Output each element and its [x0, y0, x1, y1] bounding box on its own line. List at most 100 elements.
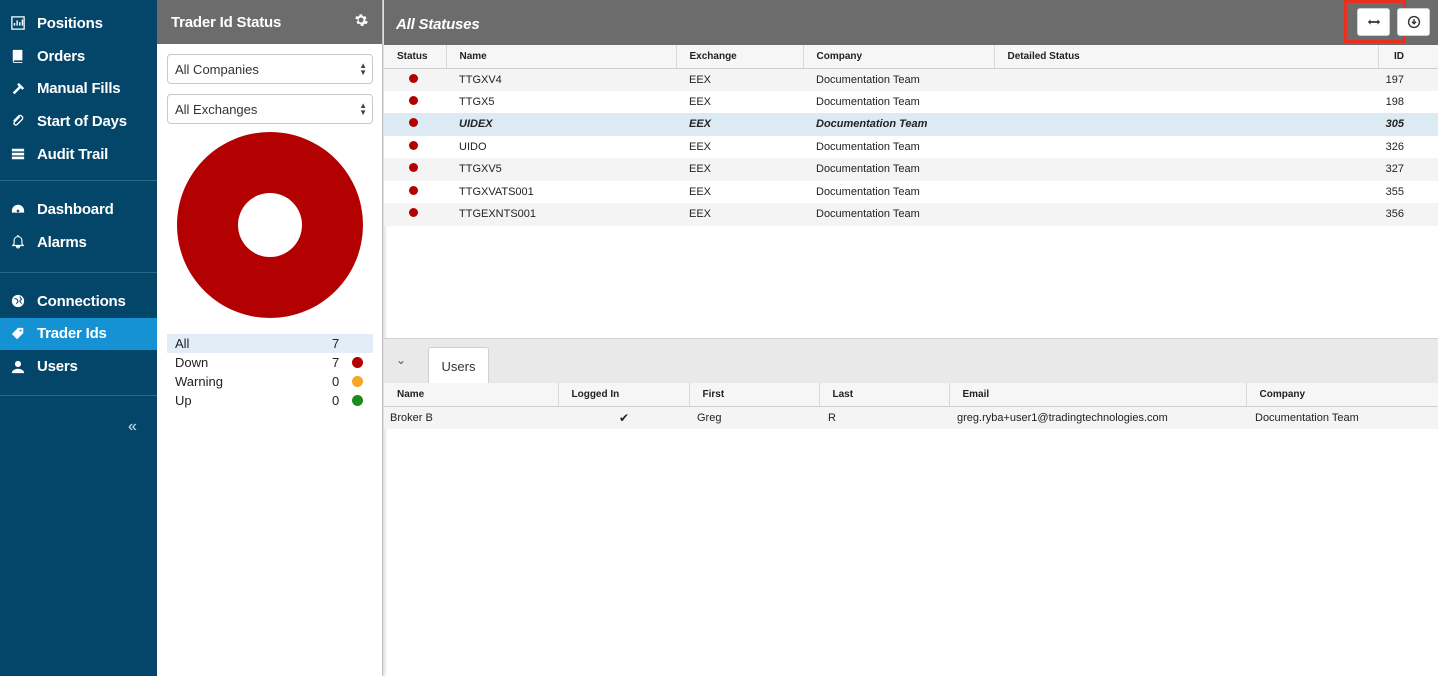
id-cell: 355 — [1378, 180, 1438, 203]
filter-panel: Trader Id Status All Companies ▲ ▼ All Ex… — [157, 0, 383, 676]
legend-row-warning[interactable]: Warning 0 — [167, 372, 373, 391]
detail-tabs-bar: ⌄ Users — [384, 338, 1438, 384]
legend-count: 0 — [332, 393, 340, 408]
last-name-cell: R — [819, 406, 949, 429]
status-cell — [384, 90, 446, 113]
status-cell — [384, 180, 446, 203]
exchange-cell: EEX — [676, 203, 803, 226]
sidebar-item-start-of-days[interactable]: Start of Days — [0, 105, 157, 138]
table-row[interactable]: UIDO EEX Documentation Team 326 — [384, 135, 1438, 158]
legend-row-down[interactable]: Down 7 — [167, 353, 373, 372]
status-cell — [384, 113, 446, 136]
legend-label: Warning — [175, 374, 223, 389]
gear-icon[interactable] — [354, 13, 368, 32]
horizontal-arrows-icon — [1367, 19, 1380, 25]
status-cell — [384, 203, 446, 226]
name-cell: UIDO — [446, 135, 676, 158]
table-row[interactable]: TTGXV5 EEX Documentation Team 327 — [384, 158, 1438, 181]
sidebar-item-label: Orders — [37, 47, 85, 65]
table-row[interactable]: TTGXVATS001 EEX Documentation Team 355 — [384, 180, 1438, 203]
logged-in-cell: ✔ — [558, 406, 689, 429]
name-cell: TTGXVATS001 — [446, 180, 676, 203]
legend-count: 7 — [332, 336, 340, 351]
select-arrows-icon: ▲ ▼ — [359, 101, 367, 117]
id-cell: 356 — [1378, 203, 1438, 226]
tag-icon — [10, 326, 26, 342]
exchange-select[interactable]: All Exchanges ▲ ▼ — [167, 94, 373, 124]
status-down-dot — [409, 185, 418, 195]
legend-row-all[interactable]: All 7 — [167, 334, 373, 353]
company-cell: Documentation Team — [803, 180, 994, 203]
sidebar-item-label: Alarms — [37, 233, 87, 251]
company-cell: Documentation Team — [803, 203, 994, 226]
nav-group: Positions Orders Manual Fills Start of Days… — [0, 0, 157, 182]
trader-id-table: Status Name Exchange Company Detailed Status… — [384, 45, 1438, 226]
id-cell: 197 — [1378, 68, 1438, 91]
exchange-cell: EEX — [676, 180, 803, 203]
id-cell: 327 — [1378, 158, 1438, 181]
users-column-header-company[interactable]: Company — [1246, 383, 1438, 407]
collapse-detail-icon[interactable]: ⌄ — [396, 353, 407, 367]
panel-header: Trader Id Status — [157, 0, 382, 44]
column-header-detailed-status[interactable]: Detailed Status — [994, 45, 1379, 69]
detailed-status-cell — [994, 203, 1378, 226]
table-row[interactable]: UIDEX EEX Documentation Team 305 — [384, 113, 1438, 136]
sidebar-item-label: Start of Days — [37, 112, 127, 130]
user-company-cell: Documentation Team — [1246, 406, 1438, 429]
company-cell: Documentation Team — [803, 90, 994, 113]
users-column-header-logged-in[interactable]: Logged In — [558, 383, 690, 407]
sidebar-item-users[interactable]: Users — [0, 350, 157, 383]
sidebar-item-orders[interactable]: Orders — [0, 40, 157, 73]
sidebar-item-label: Connections — [37, 292, 126, 310]
tab-users[interactable]: Users — [428, 347, 489, 384]
detailed-status-cell — [994, 180, 1378, 203]
users-column-header-last[interactable]: Last — [819, 383, 950, 407]
legend-row-up[interactable]: Up 0 — [167, 391, 373, 410]
sidebar-item-positions[interactable]: Positions — [0, 7, 157, 40]
download-circle-icon — [1407, 15, 1420, 29]
column-header-exchange[interactable]: Exchange — [676, 45, 804, 69]
table-row[interactable]: TTGXV4 EEX Documentation Team 197 — [384, 68, 1438, 91]
column-header-id[interactable]: ID — [1378, 45, 1438, 69]
users-column-header-name[interactable]: Name — [384, 383, 559, 407]
main-title: All Statuses — [396, 16, 480, 33]
company-cell: Documentation Team — [803, 135, 994, 158]
exchange-cell: EEX — [676, 113, 803, 136]
table-row[interactable]: TTGEXNTS001 EEX Documentation Team 356 — [384, 203, 1438, 226]
sidebar-item-label: Users — [37, 358, 78, 376]
exchange-cell: EEX — [676, 68, 803, 91]
table-row[interactable]: TTGX5 EEX Documentation Team 198 — [384, 90, 1438, 113]
legend-dot — [352, 376, 363, 387]
sidebar-item-trader-ids[interactable]: Trader Ids — [0, 317, 157, 351]
column-header-company[interactable]: Company — [803, 45, 995, 69]
sidebar-item-audit-trail[interactable]: Audit Trail — [0, 138, 157, 171]
sidebar-item-label: Audit Trail — [37, 145, 109, 163]
main-content: All Statuses Status Name Exchange Company De… — [384, 0, 1438, 676]
sidebar-item-connections[interactable]: Connections — [0, 285, 157, 318]
sidebar-item-manual-fills[interactable]: Manual Fills — [0, 72, 157, 105]
list-icon — [10, 146, 26, 162]
sidebar: Positions Orders Manual Fills Start of Days… — [0, 0, 157, 676]
nav-group: Dashboard Alarms — [0, 181, 157, 273]
legend-dot — [352, 395, 363, 406]
column-header-status[interactable]: Status — [384, 45, 447, 69]
sidebar-item-alarms[interactable]: Alarms — [0, 226, 157, 259]
hammer-icon — [10, 81, 26, 97]
sidebar-item-dashboard[interactable]: Dashboard — [0, 193, 157, 226]
status-down-dot — [409, 73, 418, 83]
name-cell: TTGXV5 — [446, 158, 676, 181]
detailed-status-cell — [994, 158, 1378, 181]
download-button[interactable] — [1397, 8, 1430, 36]
company-select[interactable]: All Companies ▲ ▼ — [167, 54, 373, 84]
collapse-sidebar-button[interactable]: « — [128, 418, 137, 435]
donut-slice-down — [177, 132, 363, 318]
users-column-header-first[interactable]: First — [689, 383, 820, 407]
users-column-header-email[interactable]: Email — [949, 383, 1247, 407]
detailed-status-cell — [994, 90, 1378, 113]
paperclip-icon — [10, 113, 26, 129]
exchange-cell: EEX — [676, 158, 803, 181]
column-header-name[interactable]: Name — [446, 45, 677, 69]
id-cell: 305 — [1378, 113, 1438, 136]
expand-width-button[interactable] — [1357, 8, 1390, 36]
